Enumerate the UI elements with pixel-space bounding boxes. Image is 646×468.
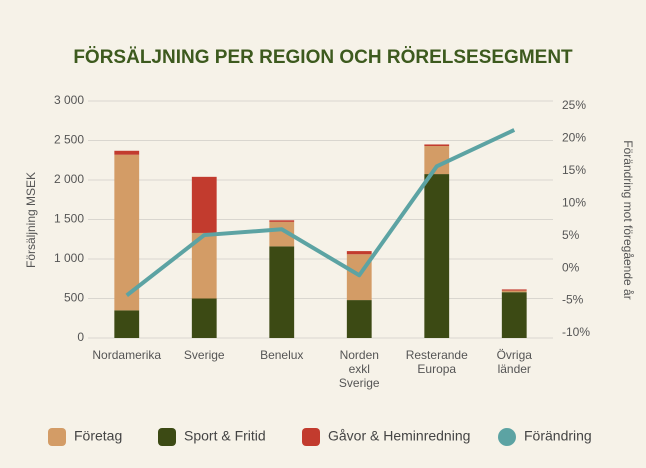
bar-segment bbox=[114, 154, 140, 311]
x-tick-label: Nordamerika bbox=[92, 348, 161, 362]
legend-swatch bbox=[302, 428, 320, 446]
x-tick-label: Norden exkl Sverige bbox=[339, 348, 380, 390]
bar-segment bbox=[501, 289, 527, 291]
y2-tick-label: 25% bbox=[562, 98, 586, 112]
x-tick-label: Resterande Europa bbox=[406, 348, 468, 376]
legend-label: Gåvor & Heminredning bbox=[328, 428, 470, 444]
y-axis-label: Försäljning MSEK bbox=[24, 172, 38, 268]
bar-segment bbox=[424, 174, 450, 338]
legend-label: Företag bbox=[74, 428, 122, 444]
bar-segment bbox=[114, 310, 140, 338]
y2-tick-label: 20% bbox=[562, 131, 586, 145]
y-tick-label: 3 000 bbox=[54, 93, 84, 107]
x-tick-label: Sverige bbox=[184, 348, 225, 362]
change-line bbox=[125, 128, 516, 297]
y-tick-label: 500 bbox=[64, 291, 84, 305]
y2-axis-label: Förändring mot föregående år bbox=[621, 140, 635, 299]
legend-swatch bbox=[48, 428, 66, 446]
bar-segment bbox=[191, 298, 217, 338]
bar-segment bbox=[191, 176, 217, 233]
legend-label: Förändring bbox=[524, 428, 592, 444]
y2-tick-label: -5% bbox=[562, 293, 584, 307]
bar-segment bbox=[501, 290, 527, 293]
bar-segment bbox=[501, 292, 527, 338]
bar-segment bbox=[114, 150, 140, 155]
bar-segment bbox=[346, 300, 372, 338]
x-tick-label: Övriga länder bbox=[497, 348, 533, 376]
legend-swatch bbox=[158, 428, 176, 446]
legend-label: Sport & Fritid bbox=[184, 428, 266, 444]
y2-tick-label: 15% bbox=[562, 163, 586, 177]
y-tick-label: 1 500 bbox=[54, 212, 84, 226]
y-tick-label: 1 000 bbox=[54, 251, 84, 265]
legend-swatch bbox=[498, 428, 516, 446]
bar-segment bbox=[424, 144, 450, 147]
y2-tick-label: -10% bbox=[562, 325, 590, 339]
x-tick-label: Benelux bbox=[260, 348, 303, 362]
bar-segment bbox=[269, 246, 295, 338]
y-tick-label: 2 000 bbox=[54, 172, 84, 186]
y-tick-label: 2 500 bbox=[54, 133, 84, 147]
y2-tick-label: 10% bbox=[562, 195, 586, 209]
y2-tick-label: 0% bbox=[562, 260, 580, 274]
bar-segment bbox=[346, 251, 372, 255]
bar-segment bbox=[269, 220, 295, 222]
y2-tick-label: 5% bbox=[562, 228, 580, 242]
chart-title: FÖRSÄLJNING PER REGION OCH RÖRELSESEGMEN… bbox=[73, 47, 573, 68]
y-tick-label: 0 bbox=[77, 330, 84, 344]
